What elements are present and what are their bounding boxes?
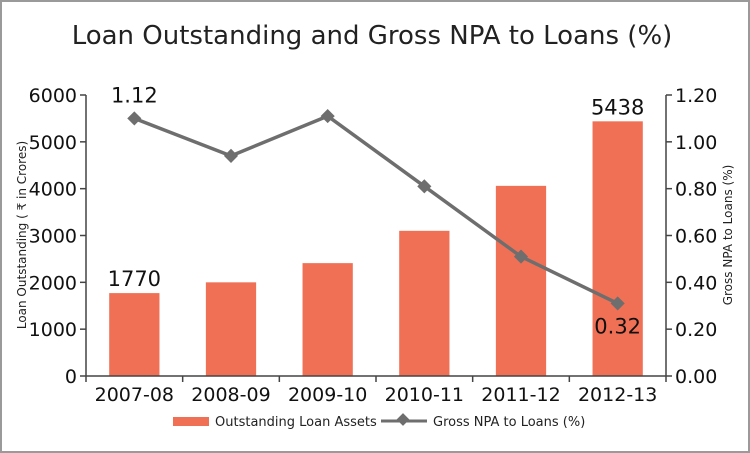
legend-bar-swatch	[173, 417, 209, 426]
right-tick-labels: 0.00 0.20 0.40 0.60 0.80 1.00 1.20	[666, 85, 717, 388]
x-tick-label: 2010-11	[385, 384, 464, 406]
right-tick-label: 0.40	[675, 272, 717, 294]
left-tick-label: 0	[65, 366, 77, 388]
x-tick-label: 2012-13	[578, 384, 657, 406]
npa-line	[133, 114, 619, 305]
right-axis-title: Gross NPA to Loans (%)	[721, 165, 735, 306]
data-label-5438: 5438	[591, 95, 644, 119]
right-tick-label: 0.60	[675, 226, 717, 248]
bar-2009-10	[302, 263, 353, 376]
left-tick-label: 4000	[29, 179, 77, 201]
right-tick-label: 0.00	[675, 366, 717, 388]
npa-marker-2011-12	[513, 249, 529, 264]
left-tick-label: 3000	[29, 226, 77, 248]
left-tick-label: 6000	[29, 85, 77, 107]
x-tick-label: 2009-10	[288, 384, 367, 406]
left-axis-title: Loan Outstanding ( ₹ in Crores)	[15, 141, 29, 329]
npa-line-group	[127, 109, 625, 311]
npa-marker-2008-09	[223, 148, 239, 163]
legend-line-marker	[396, 413, 410, 426]
left-tick-label: 1000	[29, 319, 77, 341]
data-labels-group: 1770 5438 1.12 0.32	[108, 83, 645, 338]
chart-title: Loan Outstanding and Gross NPA to Loans …	[72, 21, 673, 51]
left-tick-labels: 0 1000 2000 3000 4000 5000 6000	[29, 85, 86, 388]
right-tick-label: 1.20	[675, 85, 717, 107]
legend-line-label: Gross NPA to Loans (%)	[433, 415, 585, 430]
legend-bar-label: Outstanding Loan Assets	[215, 415, 377, 430]
bar-2012-13	[592, 121, 643, 376]
left-tick-label: 2000	[29, 272, 77, 294]
data-label-1770: 1770	[108, 267, 161, 291]
npa-marker-2009-10	[320, 109, 335, 124]
right-tick-label: 0.80	[675, 179, 717, 201]
right-tick-label: 1.00	[675, 132, 717, 154]
x-tick-label: 2007-08	[95, 384, 174, 406]
legend: Outstanding Loan Assets Gross NPA to Loa…	[173, 413, 585, 430]
npa-marker-2010-11	[417, 179, 432, 194]
bars-group	[109, 121, 643, 376]
x-tick-label: 2011-12	[481, 384, 560, 406]
data-label-1.12: 1.12	[111, 83, 158, 107]
bar-2010-11	[399, 230, 450, 376]
bar-2008-09	[205, 282, 257, 376]
npa-marker-2007-08	[127, 111, 142, 126]
x-tick-labels: 2007-08 2008-09 2009-10 2010-11 2011-12 2012-…	[85, 376, 667, 406]
right-tick-label: 0.20	[675, 319, 717, 341]
bar-2007-08	[109, 293, 160, 376]
x-tick-label: 2008-09	[191, 384, 270, 406]
bar-2011-12	[495, 185, 547, 376]
data-label-0.32: 0.32	[594, 314, 641, 338]
left-tick-label: 5000	[29, 132, 77, 154]
npa-marker-2012-13	[610, 296, 625, 311]
